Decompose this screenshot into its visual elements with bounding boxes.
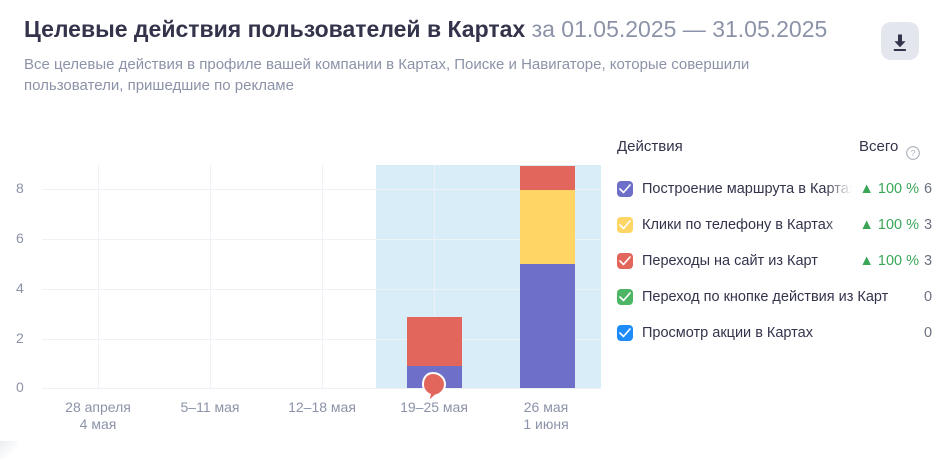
svg-text:?: ?: [911, 149, 916, 158]
